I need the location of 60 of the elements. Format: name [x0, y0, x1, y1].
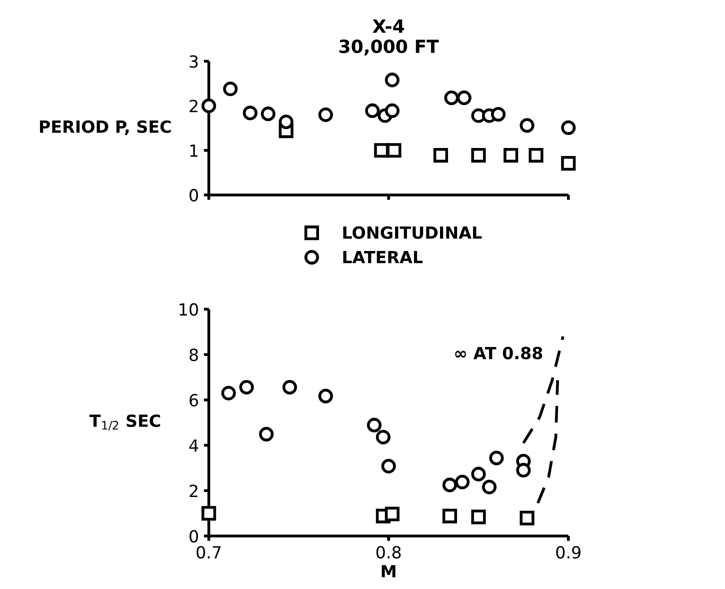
point: [520, 118, 534, 133]
point: [318, 388, 333, 404]
point: [456, 90, 472, 106]
point: [516, 462, 531, 478]
point: [482, 480, 497, 494]
point: [471, 148, 486, 163]
y-tick-label: 8: [190, 348, 198, 362]
y-axis-title: T$_{1/2}$ SEC: [89, 414, 160, 431]
x-tick-label: 0.8: [376, 546, 401, 559]
point: [520, 510, 534, 526]
point: [202, 98, 216, 114]
point: [366, 418, 382, 432]
x-axis-title: M: [382, 565, 396, 578]
point: [442, 478, 458, 492]
y-tick-label: 3: [190, 55, 198, 68]
point: [384, 506, 400, 522]
point: [282, 380, 298, 395]
point: [455, 474, 470, 490]
point: [489, 450, 504, 466]
point: [528, 148, 544, 163]
point: [442, 508, 458, 524]
point: [376, 430, 390, 444]
point: [561, 156, 576, 171]
point: [239, 380, 254, 395]
point: [381, 458, 396, 474]
point: [471, 510, 486, 524]
point: [242, 106, 258, 120]
y-tick-label: 1: [190, 144, 198, 157]
annotation: ∞ AT 0.88: [455, 346, 542, 360]
y-tick-label: 2: [190, 100, 198, 112]
legend-label: LATERAL: [343, 250, 423, 264]
point: [259, 426, 274, 442]
point: [471, 466, 486, 482]
point: [223, 82, 238, 96]
line-series: [536, 378, 559, 504]
point: [386, 143, 402, 158]
chart-title: X-4 30,000 FT: [340, 20, 439, 56]
point: [221, 386, 236, 400]
point: [444, 90, 459, 106]
x-tick-label: 0.9: [556, 546, 580, 559]
legend-label: LONGITUDINAL: [343, 226, 482, 239]
point: [260, 106, 276, 122]
point: [202, 506, 216, 521]
y-tick-label: 6: [190, 394, 198, 406]
y-tick-label: 10: [180, 303, 198, 316]
point: [384, 103, 400, 118]
point: [384, 72, 400, 88]
point: [504, 148, 518, 163]
point: [490, 107, 506, 122]
y-tick-label: 0: [190, 530, 198, 543]
y-tick-label: 0: [190, 188, 198, 202]
point: [278, 114, 294, 130]
y-axis-title: PERIOD P, SEC: [40, 120, 171, 136]
x-tick-label: 0.7: [196, 546, 221, 559]
point: [561, 120, 576, 135]
point: [433, 148, 448, 163]
y-tick-label: 4: [189, 439, 198, 452]
y-tick-label: 2: [190, 484, 198, 497]
point: [365, 103, 380, 118]
point: [318, 107, 333, 122]
